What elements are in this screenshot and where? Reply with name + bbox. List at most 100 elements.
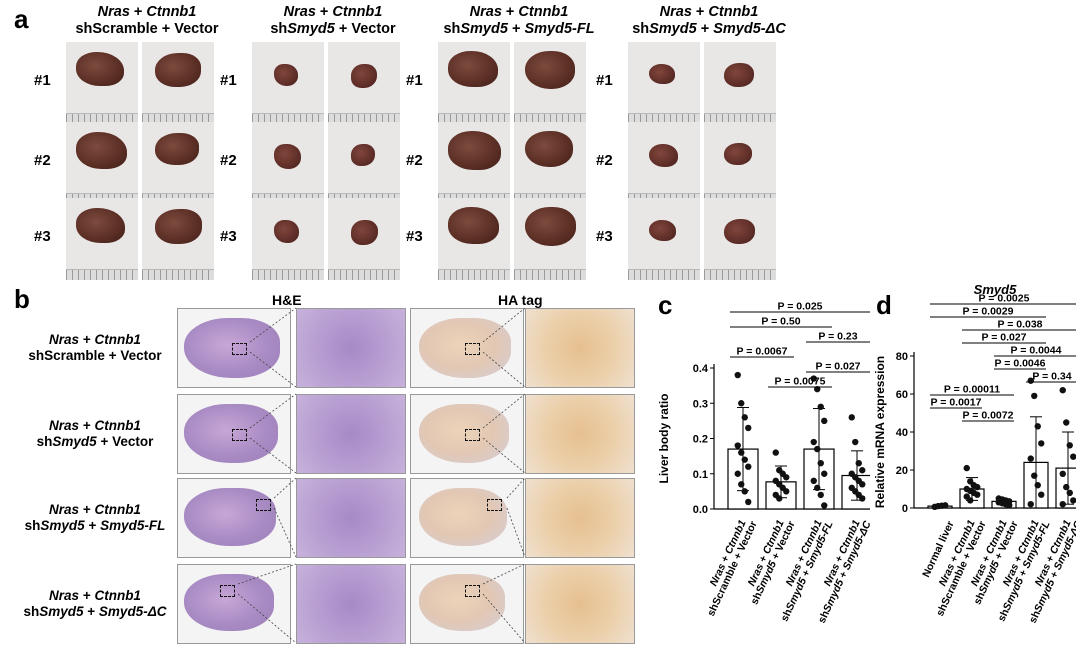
construct-label: sh <box>632 21 650 37</box>
data-point <box>848 414 855 421</box>
category-text: sh <box>996 607 1012 623</box>
p-value-label: P = 0.0067 <box>737 346 788 358</box>
y-tick-label: 60 <box>896 389 908 401</box>
data-point <box>852 438 859 446</box>
gene-label: Ctnnb1 <box>94 332 141 347</box>
liver-specimen <box>351 64 377 88</box>
row-label-4: Nras + Ctnnb1 shSmyd5 + Smyd5-ΔC <box>20 588 170 620</box>
category-text: sh <box>816 609 832 625</box>
category-text: + <box>798 565 814 581</box>
y-tick-label: 0 <box>902 503 908 515</box>
liver-photo <box>438 122 510 204</box>
data-point <box>817 491 824 499</box>
ruler <box>438 113 510 124</box>
ha-tissue <box>419 404 509 463</box>
construct-label: + <box>696 21 714 37</box>
ruler <box>514 269 586 280</box>
category-text: + <box>978 551 994 567</box>
zoom-region-box <box>256 499 271 511</box>
construct-label: + Vector <box>96 434 154 449</box>
gene-label: Nras <box>49 332 80 347</box>
replicate-label: #1 <box>406 72 423 89</box>
ruler <box>66 269 138 280</box>
liver-photo <box>252 122 324 204</box>
he-zoom <box>296 394 406 474</box>
liver-specimen <box>724 219 755 244</box>
ruler <box>66 113 138 124</box>
gene-label: Nras <box>283 4 316 20</box>
replicate-label: #1 <box>34 72 51 89</box>
ruler <box>142 269 214 280</box>
data-point <box>783 474 790 481</box>
he-section <box>177 478 291 558</box>
p-value-label: P = 0.0075 <box>775 376 826 388</box>
p-value-label: P = 0.027 <box>815 361 860 373</box>
data-point <box>855 459 862 467</box>
p-value-label: P = 0.038 <box>997 319 1042 331</box>
data-point <box>814 385 821 393</box>
data-point <box>783 488 790 495</box>
group-title-2: Nras + Ctnnb1 shSmyd5 + Vector <box>238 4 428 38</box>
liver-photo <box>704 42 776 124</box>
liver-photo <box>514 42 586 124</box>
liver-photo <box>142 42 214 124</box>
y-tick-label: 0.4 <box>693 363 709 375</box>
liver-specimen <box>274 144 301 169</box>
p-value-label: P = 0.027 <box>981 332 1026 344</box>
data-point <box>817 459 824 467</box>
liver-photo <box>438 198 510 280</box>
data-point <box>1006 501 1013 509</box>
panel-b-letter: b <box>14 284 30 314</box>
data-point <box>967 497 974 504</box>
he-zoom <box>296 308 406 388</box>
category-text: + <box>831 551 847 567</box>
construct-gene: Smyd5-ΔC <box>98 604 167 619</box>
construct-gene: Smyd5 <box>40 518 85 533</box>
gene-label: Ctnnb1 <box>94 502 141 517</box>
ha-section <box>410 394 524 474</box>
data-point <box>821 502 828 509</box>
ha-zoom <box>525 478 635 558</box>
data-point <box>974 491 981 498</box>
data-point <box>1066 489 1073 496</box>
liver-specimen <box>351 144 375 166</box>
construct-label: shScramble + Vector <box>28 348 162 363</box>
ruler <box>628 113 700 124</box>
ruler <box>252 269 324 280</box>
liver-specimen <box>155 53 201 87</box>
liver-photo <box>328 42 400 124</box>
gene-label: Nras <box>97 4 130 20</box>
row-label-2: Nras + Ctnnb1 shSmyd5 + Vector <box>20 418 170 450</box>
construct-gene: Smyd5 <box>287 21 335 37</box>
group-title-1: Nras + Ctnnb1 shScramble + Vector <box>52 4 242 38</box>
construct-label: sh <box>36 434 53 449</box>
construct-gene: Smyd5-FL <box>100 518 166 533</box>
y-tick-label: 0.0 <box>693 504 708 516</box>
liver-photo <box>704 198 776 280</box>
data-point <box>738 400 745 407</box>
liver-photo <box>142 122 214 204</box>
data-point <box>1059 387 1066 394</box>
ruler <box>142 113 214 124</box>
data-point <box>814 445 821 453</box>
he-tissue <box>184 488 276 546</box>
ruler <box>628 269 700 280</box>
ruler <box>704 113 776 124</box>
chart-title: Smyd5 <box>974 282 1017 297</box>
category-text: sh <box>748 590 764 606</box>
liver-specimen <box>448 131 501 170</box>
liver-photo <box>252 198 324 280</box>
liver-specimen <box>76 52 124 86</box>
data-point <box>821 417 828 425</box>
y-tick-label: 0.1 <box>693 469 708 481</box>
liver-specimen <box>448 51 498 87</box>
gene-label: Nras <box>49 418 80 433</box>
category-text: sh <box>1027 609 1043 625</box>
replicate-label: #3 <box>220 228 237 245</box>
he-column-title: H&E <box>272 292 302 308</box>
liver-photo <box>142 198 214 280</box>
data-point <box>745 424 752 432</box>
category-text: + <box>755 551 771 567</box>
plus-sign: + <box>79 418 95 433</box>
